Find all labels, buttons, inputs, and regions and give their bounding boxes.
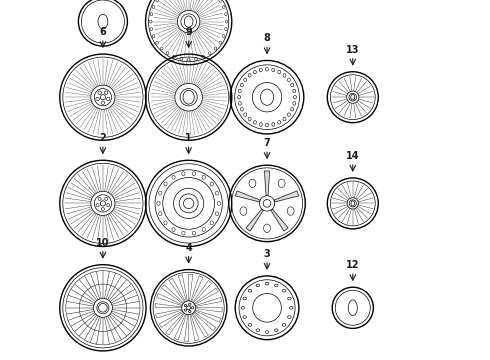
Text: 8: 8: [264, 33, 270, 44]
Ellipse shape: [98, 303, 107, 312]
Text: 6: 6: [99, 27, 106, 37]
Polygon shape: [236, 191, 260, 202]
Text: 3: 3: [264, 249, 270, 259]
Text: 10: 10: [96, 238, 110, 248]
Ellipse shape: [347, 91, 359, 103]
Ellipse shape: [91, 85, 115, 109]
Text: 14: 14: [346, 151, 360, 161]
Ellipse shape: [175, 84, 202, 111]
Ellipse shape: [240, 207, 247, 215]
Ellipse shape: [278, 179, 285, 188]
Ellipse shape: [100, 95, 105, 100]
Text: 2: 2: [99, 133, 106, 143]
Ellipse shape: [259, 196, 275, 211]
Text: 7: 7: [264, 138, 270, 148]
Text: 1: 1: [185, 133, 192, 143]
Ellipse shape: [182, 301, 196, 315]
Ellipse shape: [94, 298, 112, 317]
Polygon shape: [246, 209, 263, 231]
Text: 13: 13: [346, 45, 360, 55]
Ellipse shape: [249, 179, 256, 188]
Ellipse shape: [264, 224, 270, 233]
Polygon shape: [265, 171, 270, 196]
Text: 9: 9: [185, 27, 192, 37]
Ellipse shape: [91, 191, 115, 216]
Ellipse shape: [173, 188, 204, 219]
Ellipse shape: [287, 207, 294, 215]
Ellipse shape: [177, 10, 200, 33]
Polygon shape: [274, 191, 298, 202]
Ellipse shape: [347, 198, 358, 209]
Polygon shape: [271, 209, 288, 231]
Text: 4: 4: [185, 243, 192, 253]
Text: 12: 12: [346, 260, 360, 270]
Ellipse shape: [100, 201, 105, 206]
